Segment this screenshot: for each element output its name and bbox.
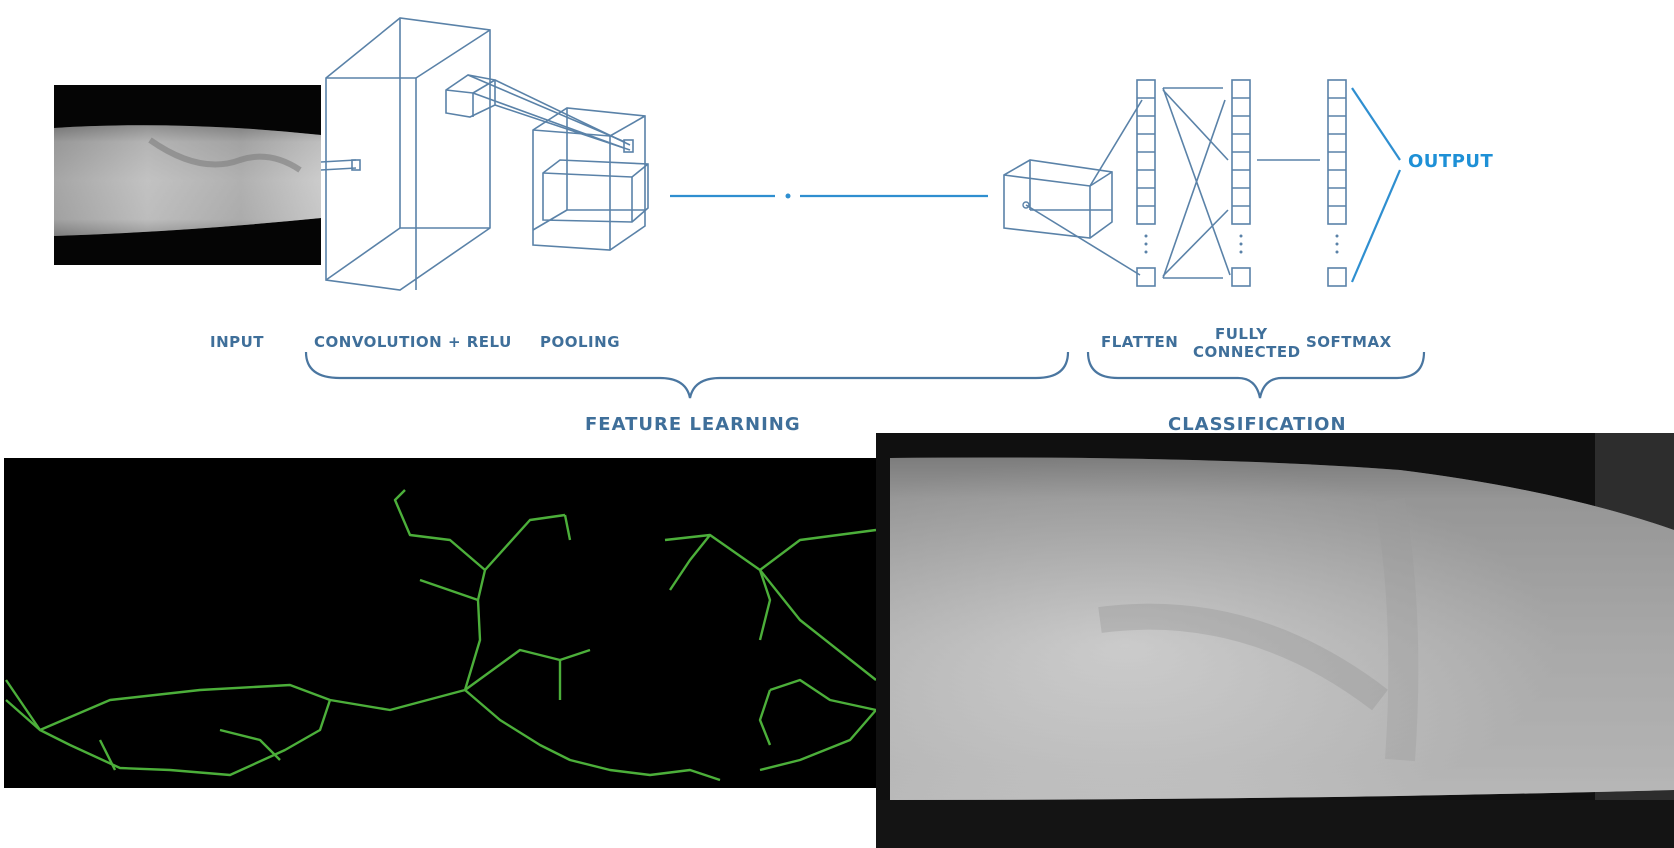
fully-connected-links — [1162, 87, 1231, 279]
output-bracket — [1350, 87, 1402, 283]
classification-label: CLASSIFICATION — [1168, 414, 1347, 435]
classification-brace — [1086, 351, 1426, 399]
flatten-layer — [1136, 79, 1156, 287]
pooling-label: POOLING — [540, 333, 620, 351]
input-label: INPUT — [210, 333, 264, 351]
feature-connector — [670, 193, 988, 199]
pooling-block — [532, 107, 649, 251]
softmax-label: SOFTMAX — [1306, 333, 1392, 351]
flatten-label: FLATTEN — [1101, 333, 1178, 351]
final-feature-map — [1003, 99, 1143, 276]
fully-connected-layer — [1231, 79, 1251, 287]
feature-learning-label: FEATURE LEARNING — [585, 414, 801, 435]
fully-label: FULLY — [1215, 325, 1268, 343]
finger-closeup-image — [876, 433, 1674, 848]
output-label: OUTPUT — [1408, 151, 1494, 172]
softmax-layer — [1327, 79, 1347, 287]
input-finger-image — [54, 85, 321, 265]
feature-learning-brace — [304, 351, 1070, 399]
vein-pattern-image — [4, 458, 878, 788]
conv-relu-label: CONVOLUTION + RELU — [314, 333, 512, 351]
convolution-block — [320, 17, 496, 291]
connected-label: CONNECTED — [1193, 343, 1301, 361]
